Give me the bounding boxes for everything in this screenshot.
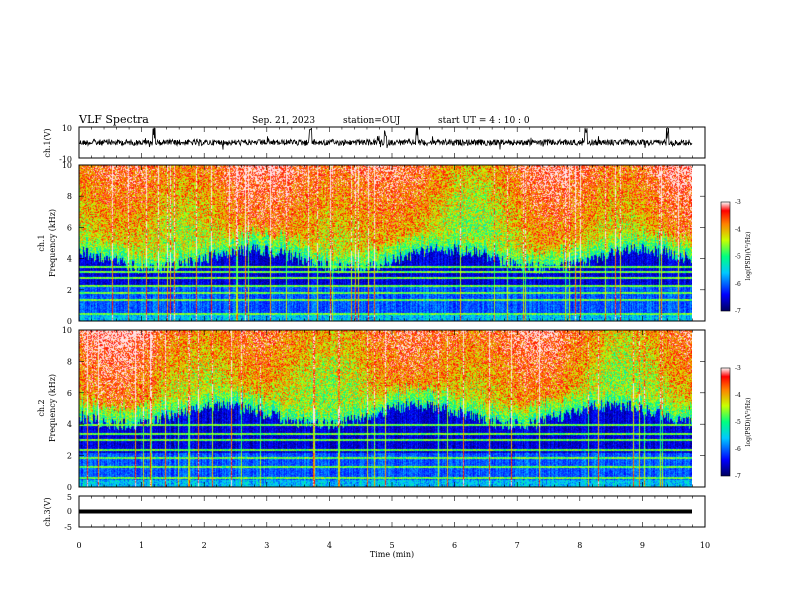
time-tick-label: 3 — [264, 541, 269, 550]
colorbar-tick-label: -4 — [735, 392, 741, 399]
frequency-tick-label: 10 — [62, 326, 72, 335]
ch1-colorbar-label: log(PSD)(V²/Hz) — [745, 232, 752, 281]
ch1-spectrogram-panel: 0 2 4 6 8 10 ch.1 Frequency (kHz) -3 -4 -5 -6 -7 … — [37, 161, 752, 326]
colorbar-tick-label: -6 — [735, 281, 741, 288]
ch1-spectrogram-yticks: 0 2 4 6 8 10 — [62, 161, 705, 326]
ch3-waveform-panel: 5 0 -5 ch.3(V) — [43, 493, 706, 532]
station-label: station=OUJ — [343, 116, 401, 126]
time-tick-label: 10 — [700, 541, 710, 550]
colorbar-tick-label: -5 — [735, 254, 741, 261]
frequency-tick-label: 10 — [62, 161, 72, 170]
frequency-tick-label: 8 — [67, 357, 72, 366]
ch2-channel-label: ch.2 — [37, 399, 46, 416]
frequency-tick-label: 8 — [67, 192, 72, 201]
time-tick-label: 0 — [76, 541, 81, 550]
frequency-tick-label: 6 — [67, 389, 72, 398]
ch3-ytick-mid: 0 — [67, 507, 72, 516]
colorbar-tick-label: -4 — [735, 226, 741, 233]
frequency-tick-label: 4 — [67, 255, 72, 264]
time-tick-label: 4 — [327, 541, 332, 550]
time-axis-label: Time (min) — [370, 550, 414, 559]
colorbar-tick-label: -3 — [735, 199, 741, 206]
frequency-tick-label: 2 — [67, 452, 72, 461]
frequency-tick-label: 6 — [67, 223, 72, 232]
time-ticks — [78, 127, 706, 527]
ch2-frequency-label: Frequency (kHz) — [48, 374, 57, 442]
ch1-ytick-bottom: -10 — [59, 155, 72, 164]
time-tick-label: 1 — [139, 541, 144, 550]
ch1-spectrogram-image — [79, 165, 692, 321]
frequency-tick-label: 2 — [67, 286, 72, 295]
ch1-frequency-label: Frequency (kHz) — [48, 209, 57, 277]
ch1-waveform-line — [79, 127, 693, 150]
ch2-colorbar: -3 -4 -5 -6 -7 log(PSD)(V²/Hz) — [720, 365, 752, 480]
time-tick-label: 6 — [452, 541, 457, 550]
ch2-spectrogram-panel: 0 2 4 6 8 10 ch.2 Frequency (kHz) -3 -4 -5 -6 -7 … — [37, 326, 752, 492]
ch2-spectrogram-image — [79, 330, 692, 487]
frequency-tick-label: 0 — [67, 483, 72, 492]
colorbar-tick-label: -7 — [735, 473, 741, 480]
date-label: Sep. 21, 2023 — [252, 116, 315, 126]
ch2-spectrogram-yticks: 0 2 4 6 8 10 — [62, 326, 705, 492]
figure-title: VLF Spectra — [78, 113, 149, 126]
colorbar-tick-label: -5 — [735, 419, 741, 426]
colorbar-tick-label: -7 — [735, 308, 741, 315]
frequency-tick-label: 4 — [67, 420, 72, 429]
time-tick-label: 5 — [389, 541, 394, 550]
ch1-waveform-ylabel: ch.1(V) — [43, 128, 52, 157]
ch1-waveform-panel: 10 -10 ch.1(V) — [43, 124, 706, 164]
start-ut-label: start UT = 4 : 10 : 0 — [438, 116, 530, 126]
time-tick-label: 9 — [640, 541, 645, 550]
ch3-ytick-top: 5 — [67, 493, 72, 502]
ch3-waveform-ylabel: ch.3(V) — [43, 497, 52, 526]
colorbar-tick-label: -3 — [735, 365, 741, 372]
time-tick-labels: 0 1 2 3 4 5 6 7 8 9 10 — [76, 541, 710, 550]
colorbar-tick-label: -6 — [735, 446, 741, 453]
frequency-tick-label: 0 — [67, 317, 72, 326]
ch1-colorbar: -3 -4 -5 -6 -7 log(PSD)(V²/Hz) — [720, 199, 752, 315]
time-tick-label: 7 — [515, 541, 520, 550]
ch1-ytick-top: 10 — [62, 124, 72, 133]
time-tick-label: 2 — [202, 541, 207, 550]
ch3-ytick-bottom: -5 — [64, 523, 72, 532]
time-tick-label: 8 — [577, 541, 582, 550]
ch2-colorbar-label: log(PSD)(V²/Hz) — [745, 398, 752, 447]
ch1-channel-label: ch.1 — [37, 234, 46, 251]
